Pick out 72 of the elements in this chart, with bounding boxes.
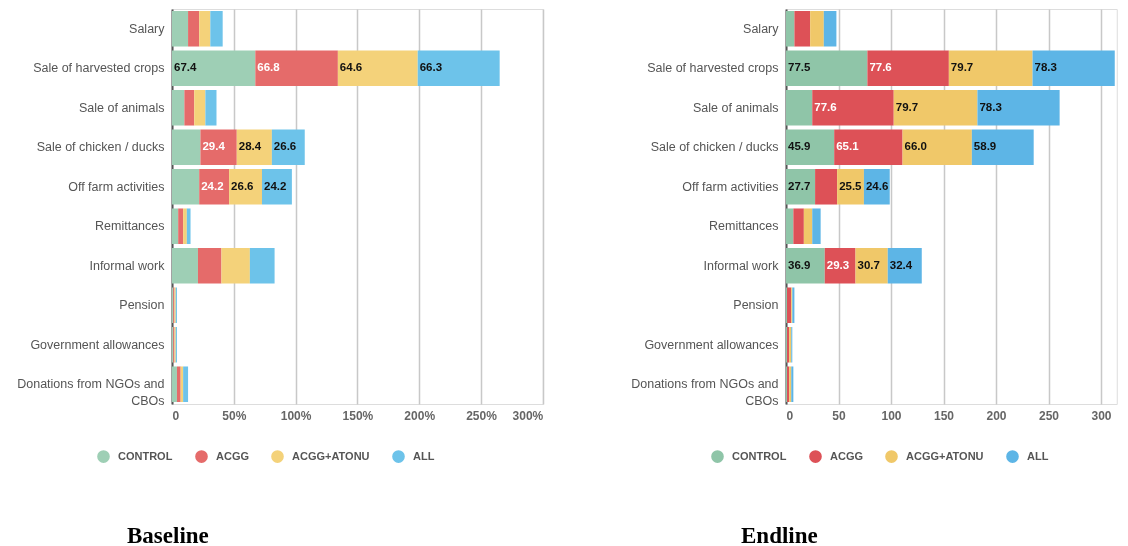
x-tick-label: 250%	[466, 408, 498, 423]
x-tick-label: 150%	[342, 408, 374, 423]
legend-label: ACGG+ATONU	[292, 449, 370, 462]
x-tick-label: 50%	[222, 408, 247, 423]
data-label: 67.4	[174, 61, 197, 74]
data-label: 26.6	[231, 179, 254, 192]
x-tick-label: 150	[933, 408, 955, 423]
data-label: 29.4	[202, 140, 226, 153]
y-tick-label: Sale of animals	[79, 100, 165, 115]
data-label: 64.6	[339, 61, 363, 74]
data-label: 77.6	[869, 61, 892, 74]
x-tick-label: 100	[881, 408, 902, 423]
data-label: 78.3	[979, 100, 1002, 113]
y-tick-label: Sale of harvested crops	[33, 61, 165, 76]
y-tick-label: Remittances	[95, 219, 165, 234]
data-label: 78.3	[1034, 61, 1057, 74]
data-label: 79.7	[950, 61, 974, 74]
legend-label: CONTROL	[732, 449, 787, 462]
x-tick-label: 0	[786, 408, 794, 423]
x-tick-label: 50	[832, 408, 846, 423]
y-tick-label: Salary	[129, 21, 166, 36]
text: Baseline	[127, 523, 209, 546]
data-label: 28.4	[238, 140, 262, 153]
y-tick-label: Sale of chicken / ducks	[36, 140, 165, 155]
legend-label: ALL	[1027, 449, 1049, 462]
data-label: 66.3	[419, 61, 443, 74]
legend-label: ACGG+ATONU	[906, 449, 984, 462]
data-label: 58.9	[973, 140, 997, 153]
data-label: 27.7	[788, 179, 811, 192]
x-tick-label: 250	[1038, 408, 1060, 423]
data-label: 24.2	[201, 179, 224, 192]
y-tick-label: Off farm activities	[68, 179, 165, 194]
legend-label: ALL	[413, 449, 435, 462]
data-label: 30.7	[857, 258, 880, 271]
text: Endline	[741, 523, 818, 546]
data-label: 65.1	[836, 140, 860, 153]
y-tick-label: Informal work	[89, 258, 166, 273]
data-label: 24.6	[865, 179, 889, 192]
data-label: 79.7	[895, 100, 919, 113]
data-label: 24.2	[263, 179, 287, 192]
y-tick-label: Government allowances	[644, 337, 779, 352]
x-tick-label: 200	[986, 408, 1007, 423]
y-tick-label: Donations from NGOs and CBOs	[17, 377, 165, 409]
y-tick-label: Informal work	[703, 258, 780, 273]
x-tick-label: 300	[1091, 408, 1112, 423]
y-tick-label: Off farm activities	[682, 179, 779, 194]
y-tick-label: Government allowances	[30, 337, 165, 352]
legend-label: ACGG	[216, 449, 249, 462]
legend-label: ACGG	[830, 449, 863, 462]
y-tick-label: Donations from NGOs and CBOs	[631, 377, 779, 409]
y-tick-label: Sale of chicken / ducks	[650, 140, 779, 155]
data-label: 66.8	[257, 61, 281, 74]
y-tick-label: Sale of harvested crops	[647, 61, 779, 76]
legend-label: CONTROL	[118, 449, 173, 462]
data-label: 36.9	[788, 258, 811, 271]
y-tick-label: Pension	[733, 298, 779, 313]
data-label: 29.3	[826, 258, 850, 271]
x-tick-label: 200%	[404, 408, 436, 423]
data-label: 26.6	[273, 140, 297, 153]
data-label: 45.9	[788, 140, 811, 153]
data-label: 32.4	[889, 258, 913, 271]
y-tick-label: Remittances	[709, 219, 779, 234]
data-label: 66.0	[904, 140, 927, 153]
data-label: 25.5	[839, 179, 863, 192]
data-label: 77.5	[788, 61, 811, 74]
data-label: 77.6	[814, 100, 837, 113]
y-tick-label: Sale of animals	[693, 100, 779, 115]
x-tick-label: 0	[172, 408, 180, 423]
y-tick-label: Salary	[743, 21, 780, 36]
x-tick-label: 300%	[512, 408, 544, 423]
x-tick-label: 100%	[280, 408, 312, 423]
y-tick-label: Pension	[119, 298, 165, 313]
